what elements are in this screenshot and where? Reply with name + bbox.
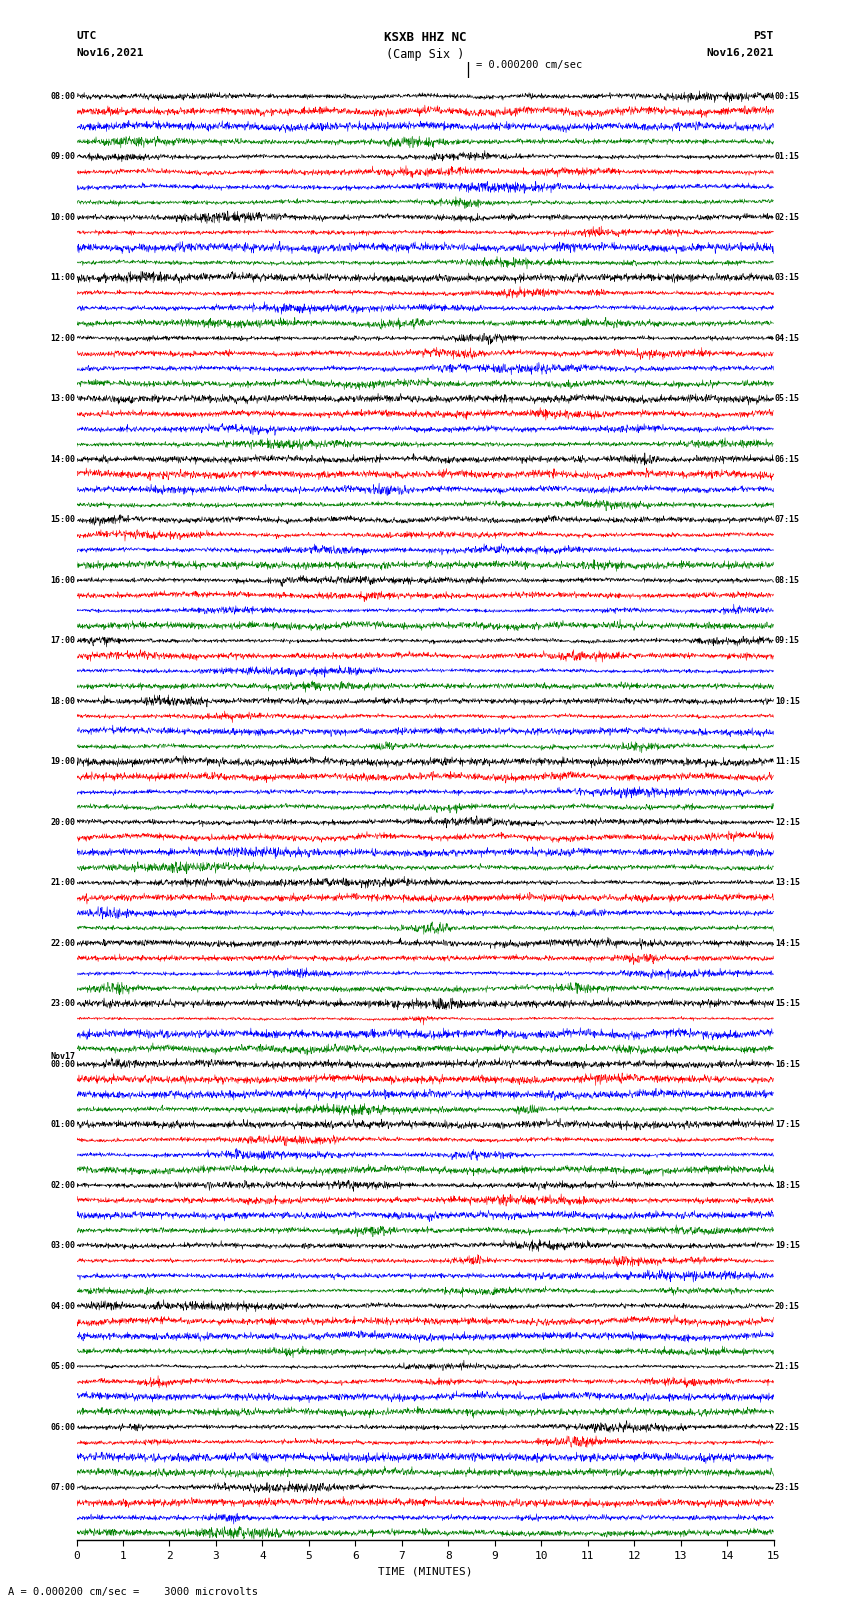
- Text: 10:15: 10:15: [775, 697, 800, 705]
- Text: 12:00: 12:00: [50, 334, 75, 342]
- Text: 15:15: 15:15: [775, 998, 800, 1008]
- Text: = 0.000200 cm/sec: = 0.000200 cm/sec: [476, 60, 582, 69]
- Text: 19:15: 19:15: [775, 1240, 800, 1250]
- Text: 21:00: 21:00: [50, 877, 75, 887]
- Text: 16:15: 16:15: [775, 1060, 800, 1068]
- Text: 04:00: 04:00: [50, 1302, 75, 1310]
- Text: 13:15: 13:15: [775, 877, 800, 887]
- Text: 21:15: 21:15: [775, 1361, 800, 1371]
- Text: Nov16,2021: Nov16,2021: [706, 48, 774, 58]
- Text: 04:15: 04:15: [775, 334, 800, 342]
- Text: 09:00: 09:00: [50, 152, 75, 161]
- Text: 02:15: 02:15: [775, 213, 800, 221]
- Text: 07:00: 07:00: [50, 1482, 75, 1492]
- Text: KSXB HHZ NC: KSXB HHZ NC: [383, 31, 467, 44]
- Text: 03:00: 03:00: [50, 1240, 75, 1250]
- Text: 11:15: 11:15: [775, 756, 800, 766]
- Text: 00:15: 00:15: [775, 92, 800, 100]
- Text: 13:00: 13:00: [50, 394, 75, 403]
- Text: A = 0.000200 cm/sec =    3000 microvolts: A = 0.000200 cm/sec = 3000 microvolts: [8, 1587, 258, 1597]
- Text: 11:00: 11:00: [50, 273, 75, 282]
- Text: 17:15: 17:15: [775, 1119, 800, 1129]
- Text: Nov17: Nov17: [50, 1052, 75, 1061]
- Text: 08:15: 08:15: [775, 576, 800, 584]
- Text: 23:15: 23:15: [775, 1482, 800, 1492]
- Text: 14:15: 14:15: [775, 939, 800, 947]
- Text: 06:15: 06:15: [775, 455, 800, 463]
- Text: 08:00: 08:00: [50, 92, 75, 100]
- Text: 22:00: 22:00: [50, 939, 75, 947]
- Text: 01:00: 01:00: [50, 1119, 75, 1129]
- Text: 16:00: 16:00: [50, 576, 75, 584]
- Text: 02:00: 02:00: [50, 1181, 75, 1189]
- Text: 20:15: 20:15: [775, 1302, 800, 1310]
- Text: 17:00: 17:00: [50, 636, 75, 645]
- Text: PST: PST: [753, 31, 774, 40]
- Text: 10:00: 10:00: [50, 213, 75, 221]
- Text: 12:15: 12:15: [775, 818, 800, 826]
- Text: 07:15: 07:15: [775, 515, 800, 524]
- Text: $\mathsf{|}$: $\mathsf{|}$: [465, 60, 470, 79]
- Text: 18:15: 18:15: [775, 1181, 800, 1189]
- Text: 06:00: 06:00: [50, 1423, 75, 1431]
- Text: (Camp Six ): (Camp Six ): [386, 48, 464, 61]
- Text: 05:00: 05:00: [50, 1361, 75, 1371]
- Text: 09:15: 09:15: [775, 636, 800, 645]
- Text: 14:00: 14:00: [50, 455, 75, 463]
- Text: Nov16,2021: Nov16,2021: [76, 48, 144, 58]
- Text: 03:15: 03:15: [775, 273, 800, 282]
- Text: 22:15: 22:15: [775, 1423, 800, 1431]
- Text: 18:00: 18:00: [50, 697, 75, 705]
- Text: 20:00: 20:00: [50, 818, 75, 826]
- X-axis label: TIME (MINUTES): TIME (MINUTES): [377, 1566, 473, 1576]
- Text: 01:15: 01:15: [775, 152, 800, 161]
- Text: 19:00: 19:00: [50, 756, 75, 766]
- Text: 23:00: 23:00: [50, 998, 75, 1008]
- Text: 00:00: 00:00: [50, 1060, 75, 1068]
- Text: 15:00: 15:00: [50, 515, 75, 524]
- Text: 05:15: 05:15: [775, 394, 800, 403]
- Text: UTC: UTC: [76, 31, 97, 40]
